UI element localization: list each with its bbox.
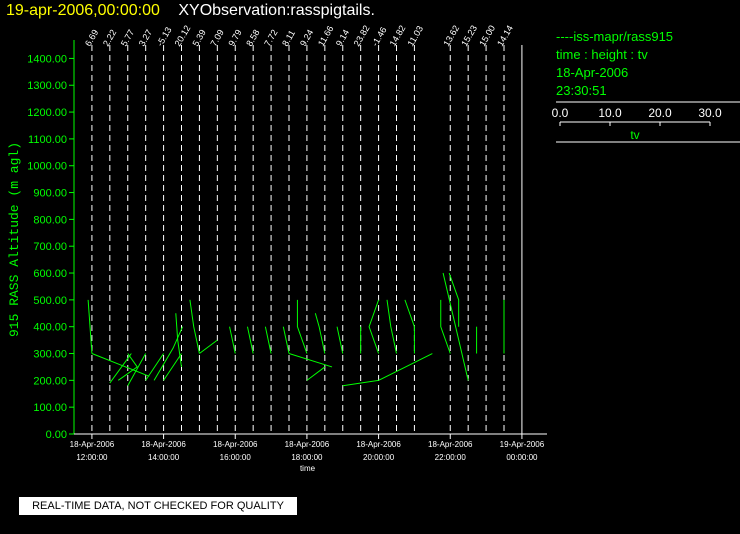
y-tick-label: 0.00: [46, 429, 67, 441]
series-line: [378, 353, 433, 381]
profile-tv-label: 15.23: [459, 23, 479, 48]
series-line: [109, 353, 132, 384]
series-line: [306, 366, 326, 381]
profile-tv-label: 14.82: [388, 23, 408, 48]
profile-tv-label: 20.12: [173, 23, 193, 48]
x-axis-label: time: [300, 464, 316, 473]
title-date: 19-apr-2006,00:00:00: [6, 2, 160, 19]
y-tick-label: 700.00: [33, 241, 67, 253]
x-tick-time: 16:00:00: [220, 453, 252, 462]
profile-tv-label: 13.62: [441, 23, 461, 48]
legend-date: 18-Apr-2006: [556, 65, 629, 80]
y-tick-label: 400.00: [33, 322, 67, 334]
legend-scale-tick-label: 0.0: [552, 106, 569, 120]
y-tick-label: 1100.00: [28, 134, 67, 146]
profile-tv-label: 14.14: [495, 23, 515, 48]
tv-profile-line: [404, 299, 415, 354]
series-line: [127, 353, 147, 386]
profile-tv-label: 9.24: [298, 28, 315, 48]
tv-profile-line: [189, 299, 200, 354]
profile-tv-label: 7.72: [262, 28, 279, 48]
x-tick-time: 00:00:00: [506, 453, 538, 462]
tv-profile-line: [264, 326, 272, 354]
x-tick-date: 18-Apr-2006: [356, 440, 401, 449]
y-tick-label: 800.00: [33, 214, 67, 226]
tv-profile-line: [448, 272, 460, 327]
x-tick-date: 18-Apr-2006: [285, 440, 330, 449]
x-tick-time: 22:00:00: [435, 453, 467, 462]
tv-profile-line: [153, 326, 184, 381]
legend-scale-tick-label: 10.0: [598, 106, 622, 120]
y-tick-label: 600.00: [33, 268, 67, 280]
x-tick-time: 20:00:00: [363, 453, 395, 462]
profile-tv-label: 11.66: [316, 24, 336, 48]
legend-panel: ----iss-mapr/rass915 time : height : tv …: [556, 28, 740, 100]
series-line: [91, 353, 150, 377]
profile-tv-label: 9.14: [334, 28, 351, 48]
legend-scale-tick-label: 30.0: [698, 106, 722, 120]
legend-scale-label: tv: [630, 128, 639, 142]
x-tick-time: 12:00:00: [76, 453, 108, 462]
y-tick-label: 100.00: [33, 402, 67, 414]
legend-vars: time : height : tv: [556, 47, 648, 62]
tv-profile-line: [117, 353, 138, 381]
profile-tv-label: 9.79: [226, 28, 243, 48]
profile-tv-label: 2.22: [101, 28, 118, 48]
y-tick-label: 200.00: [33, 375, 67, 387]
tv-profile-line: [314, 313, 326, 354]
profile-tv-label: 8.11: [280, 28, 297, 48]
profile-tv-label: 8.58: [244, 28, 261, 48]
legend-series-label: ----iss-mapr/rass915: [556, 29, 674, 44]
legend-scale-tick-label: 20.0: [648, 106, 672, 120]
series-line: [288, 353, 333, 368]
profile-tv-label: 6.69: [83, 28, 100, 48]
x-tick-date: 18-Apr-2006: [70, 440, 115, 449]
y-tick-label: 1000.00: [27, 161, 67, 173]
series-line: [163, 353, 182, 381]
tv-profile-line: [246, 326, 254, 354]
tv-profile-line: [368, 299, 380, 354]
profile-tv-label: 5.39: [190, 28, 207, 48]
series-line: [342, 379, 379, 387]
quality-notice: REAL-TIME DATA, NOT CHECKED FOR QUALITY: [19, 497, 297, 515]
y-axis-label: 915 RASS Altitude (m agl): [7, 142, 22, 337]
title-observation: XYObservation:rasspigtails.: [178, 2, 375, 19]
series-line: [442, 272, 469, 381]
x-tick-date: 18-Apr-2006: [428, 440, 473, 449]
profile-tv-label: -5.13: [155, 25, 174, 48]
chart-title: 19-apr-2006,00:00:00 XYObservation:rassp…: [6, 2, 375, 20]
tv-profile-line: [282, 326, 290, 354]
x-tick-date: 18-Apr-2006: [213, 440, 258, 449]
tv-profile-line: [87, 299, 93, 354]
y-tick-label: 900.00: [33, 188, 67, 200]
x-tick-time: 14:00:00: [148, 453, 180, 462]
x-tick-time: 18:00:00: [291, 453, 323, 462]
series-line: [199, 339, 218, 354]
tv-profile-line: [336, 326, 344, 354]
tv-profile-line: [440, 299, 451, 354]
profile-tv-label: 15.00: [477, 23, 497, 48]
profile-tv-label: 11.03: [405, 24, 425, 48]
profile-tv-label: 7.09: [208, 28, 225, 48]
x-tick-date: 19-Apr-2006: [500, 440, 545, 449]
x-tick-date: 18-Apr-2006: [141, 440, 186, 449]
y-tick-label: 500.00: [33, 295, 67, 307]
tv-profile-line: [229, 326, 236, 354]
y-tick-label: 1200.00: [27, 107, 67, 119]
tv-profile-line: [175, 313, 182, 368]
legend-time: 23:30:51: [556, 83, 607, 98]
series-line: [145, 353, 164, 381]
y-tick-label: 1300.00: [27, 80, 67, 92]
tv-profile-line: [386, 299, 397, 354]
profile-tv-label: -1.46: [370, 25, 389, 48]
y-tick-label: 1400.00: [27, 53, 67, 65]
y-tick-label: 300.00: [33, 349, 67, 361]
profile-tv-label: 23.82: [352, 23, 372, 48]
profile-tv-label: 3.27: [137, 28, 154, 48]
profile-tv-label: 5.77: [119, 28, 136, 48]
tv-profile-line: [296, 299, 308, 354]
